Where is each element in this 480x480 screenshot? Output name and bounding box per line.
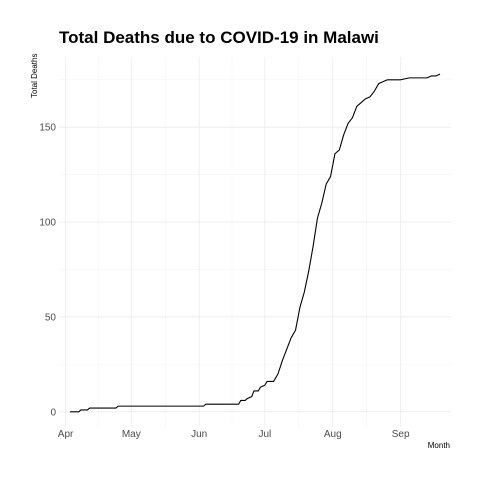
y-axis-title: Total Deaths	[30, 54, 39, 98]
x-tick-label: Sep	[392, 429, 410, 440]
plot-area: 0 50 100 150 Apr May Jun Jul Aug Sep	[39, 57, 451, 440]
y-tick-label: 150	[39, 123, 56, 134]
y-tick-label: 0	[50, 407, 56, 418]
y-tick-label: 100	[39, 218, 56, 229]
x-tick-label: Aug	[324, 429, 342, 440]
y-tick-label: 50	[45, 312, 57, 323]
x-tick-label: Apr	[58, 429, 74, 440]
x-axis-title: Month	[428, 441, 450, 450]
chart-title: Total Deaths due to COVID-19 in Malawi	[59, 28, 379, 47]
x-tick-label: Jun	[191, 429, 207, 440]
series-line-total-deaths	[69, 73, 441, 413]
x-tick-label: May	[122, 429, 141, 440]
x-tick-label: Jul	[258, 429, 271, 440]
